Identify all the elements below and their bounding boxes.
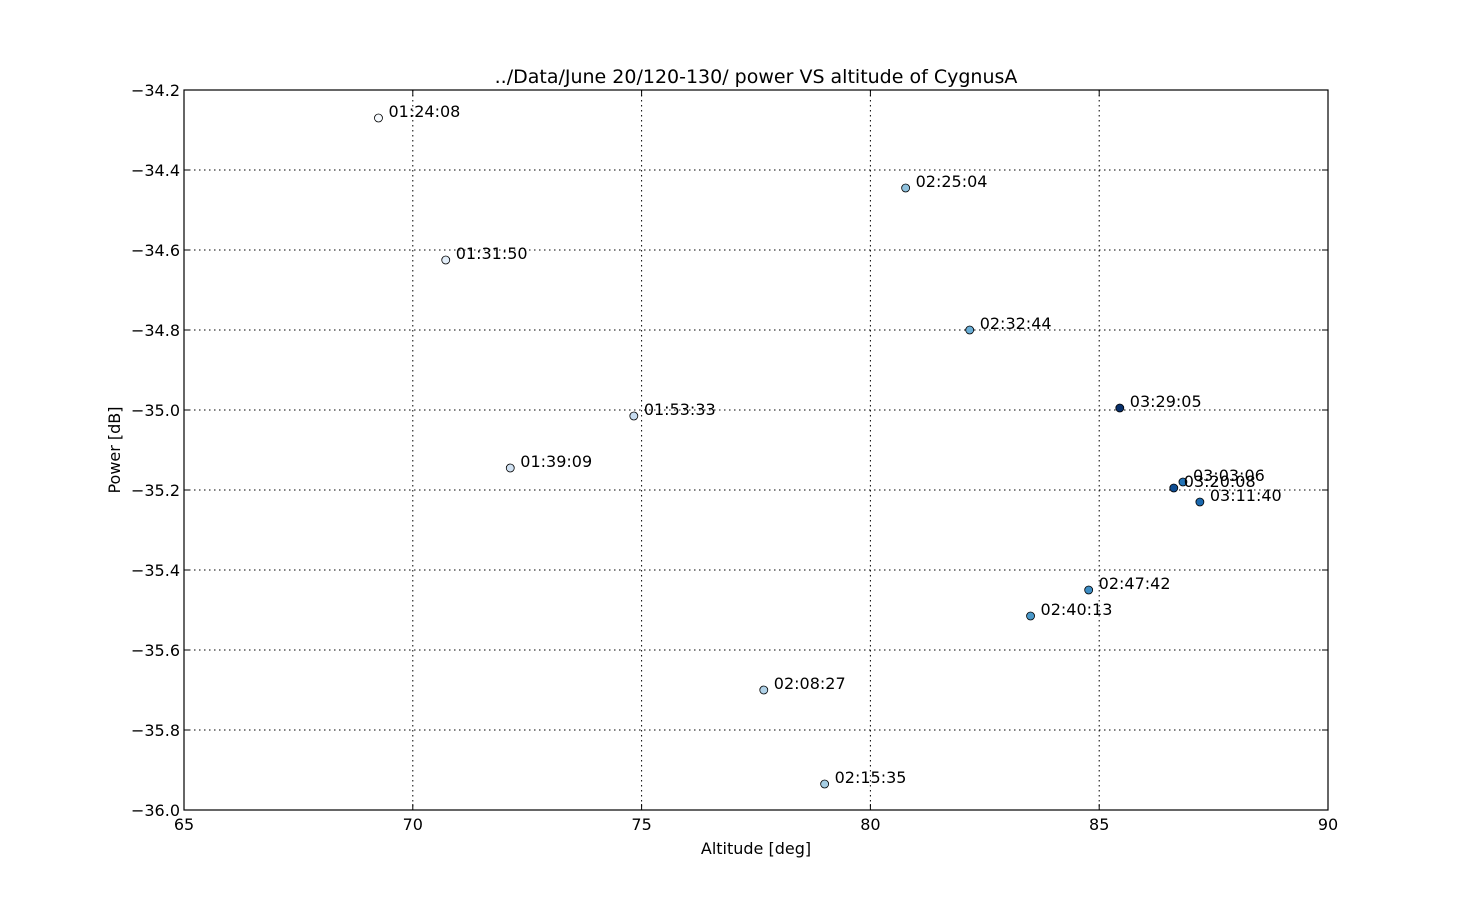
x-tick-label: 65 xyxy=(174,815,194,834)
data-point xyxy=(629,411,639,421)
data-point xyxy=(1169,483,1179,493)
plot-frame xyxy=(183,89,1329,811)
point-time-label: 02:08:27 xyxy=(774,674,846,693)
data-point xyxy=(820,779,830,789)
point-time-label: 01:53:33 xyxy=(644,400,716,419)
y-tick-label: −35.4 xyxy=(131,561,180,580)
data-point xyxy=(1178,477,1188,487)
point-time-label: 03:29:05 xyxy=(1130,392,1202,411)
point-time-label: 01:24:08 xyxy=(388,102,460,121)
x-tick-label: 75 xyxy=(631,815,651,834)
point-time-label: 03:11:40 xyxy=(1210,486,1282,505)
data-point xyxy=(505,463,515,473)
grid-lines xyxy=(184,90,1328,810)
x-tick-label: 85 xyxy=(1089,815,1109,834)
y-tick-label: −34.4 xyxy=(131,161,180,180)
point-time-label: 01:39:09 xyxy=(520,452,592,471)
y-tick-label: −34.8 xyxy=(131,321,180,340)
data-point xyxy=(374,113,383,123)
y-tick-label: −35.6 xyxy=(131,641,180,660)
data-point xyxy=(1195,497,1205,507)
data-point xyxy=(1084,585,1094,595)
data-point xyxy=(901,183,911,193)
point-time-label: 01:31:50 xyxy=(456,244,528,263)
data-point xyxy=(1115,403,1125,413)
point-time-label: 02:25:04 xyxy=(916,172,988,191)
x-tick-label: 90 xyxy=(1318,815,1338,834)
point-time-label: 03:20:08 xyxy=(1184,472,1256,491)
y-tick-label: −34.6 xyxy=(131,241,180,260)
point-time-label: 02:47:42 xyxy=(1099,574,1171,593)
y-axis-title: Power [dB] xyxy=(105,406,124,493)
y-tick-label: −36.0 xyxy=(131,801,180,820)
y-tick-label: −35.0 xyxy=(131,401,180,420)
point-time-label: 02:32:44 xyxy=(980,314,1052,333)
x-tick-label: 70 xyxy=(403,815,423,834)
y-tick-label: −35.8 xyxy=(131,721,180,740)
point-time-label: 02:15:35 xyxy=(835,768,907,787)
axis-ticks: 65 70 75 80 85 90 −34.2 −34.4 −34.6 −34.8 −35.0 −35… xyxy=(131,81,1338,834)
point-time-label: 03:03:06 xyxy=(1193,466,1265,485)
x-tick-label: 80 xyxy=(860,815,880,834)
x-axis-title: Altitude [deg] xyxy=(701,839,811,858)
data-point xyxy=(965,325,975,335)
data-points: 01:24:08 01:31:50 01:39:09 01:53:33 02:08:27… xyxy=(374,102,1282,789)
y-tick-label: −35.2 xyxy=(131,481,180,500)
data-point xyxy=(441,255,451,265)
point-time-label: 02:40:13 xyxy=(1041,600,1113,619)
data-point xyxy=(759,685,769,695)
chart-title: ../Data/June 20/120-130/ power VS altitu… xyxy=(495,66,1018,88)
data-point xyxy=(1026,611,1035,621)
y-tick-label: −34.2 xyxy=(131,81,180,100)
